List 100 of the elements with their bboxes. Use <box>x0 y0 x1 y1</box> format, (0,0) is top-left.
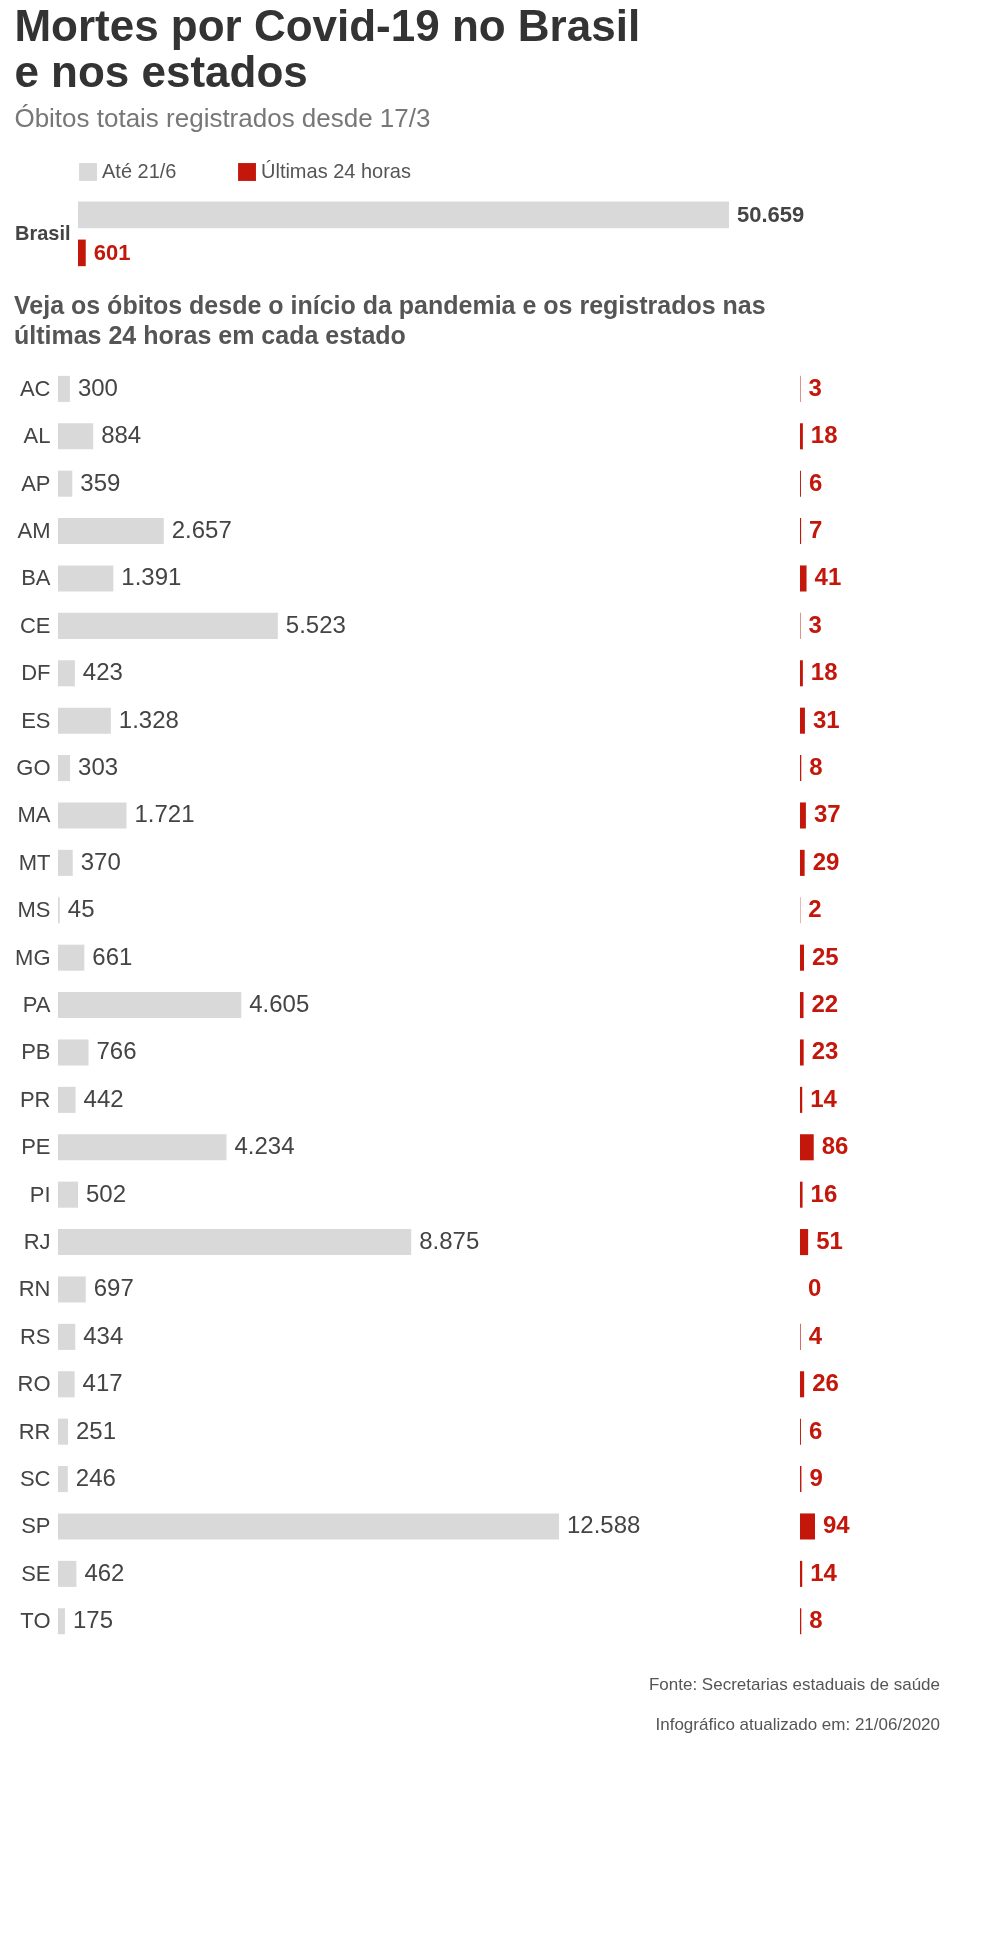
bar <box>800 1371 805 1398</box>
data-label: 94 <box>823 1511 851 1539</box>
bar <box>800 707 805 734</box>
data-label: 246 <box>75 1463 116 1491</box>
data-label: 5.523 <box>285 610 346 638</box>
y-tick-label: AC <box>19 375 51 401</box>
data-label: 3 <box>808 373 822 401</box>
data-label: 45 <box>67 895 95 923</box>
bar <box>58 1608 65 1635</box>
legend-label: Últimas 24 horas <box>261 159 411 182</box>
data-label: 31 <box>812 705 840 733</box>
bar <box>58 1465 68 1492</box>
data-label: 601 <box>93 239 131 265</box>
data-label: 2.657 <box>171 515 232 543</box>
data-label: 9 <box>809 1463 823 1491</box>
data-label: 6 <box>808 1416 823 1444</box>
y-tick-label: PI <box>29 1181 51 1207</box>
data-label: 4.234 <box>234 1132 295 1160</box>
data-label: 884 <box>101 421 142 449</box>
data-label: 50.659 <box>736 201 805 227</box>
data-label: 18 <box>810 421 838 449</box>
data-label: 661 <box>92 942 133 970</box>
y-tick-label: PE <box>21 1134 51 1160</box>
bar <box>58 1086 76 1113</box>
data-label: 14 <box>810 1558 838 1586</box>
bar <box>800 1228 809 1255</box>
bar <box>800 849 805 876</box>
data-label: 18 <box>810 658 838 686</box>
data-label: 26 <box>812 1369 839 1397</box>
y-tick-label: RO <box>17 1371 51 1397</box>
bar <box>800 1181 803 1208</box>
bar <box>58 517 164 544</box>
bar <box>800 660 803 687</box>
y-tick-label: BA <box>21 565 51 591</box>
data-label: 175 <box>72 1606 113 1634</box>
chart-title: Mortes por Covid-19 no Brasil e nos estados <box>14 1 641 96</box>
bar <box>58 1323 76 1350</box>
chart-title: Veja os óbitos desde o início da pandemia e os registrados nas últimas 24 horas em cada estado <box>14 289 767 350</box>
y-tick-label: CE <box>19 612 51 638</box>
y-tick-label: RS <box>19 1323 51 1349</box>
y-tick-label: GO <box>16 754 51 780</box>
bar <box>58 612 278 639</box>
data-label: 3 <box>808 610 822 638</box>
data-label: 12.588 <box>567 1511 641 1539</box>
y-tick-label: SE <box>21 1560 51 1586</box>
source-note: Fonte: Secretarias estaduais de saúde <box>647 1673 941 1696</box>
data-label: 4 <box>808 1321 823 1349</box>
data-label: 370 <box>80 847 121 875</box>
y-tick-label: SP <box>21 1513 51 1539</box>
data-label: 4.605 <box>249 989 310 1017</box>
bar <box>800 1039 804 1066</box>
y-tick-label: RR <box>18 1418 51 1444</box>
bar <box>58 565 114 592</box>
y-tick-label: RN <box>18 1276 51 1302</box>
data-label: 2 <box>808 895 822 923</box>
bar <box>58 1418 68 1445</box>
data-label: 41 <box>814 563 842 591</box>
data-label: 1.391 <box>121 563 182 591</box>
data-label: 22 <box>811 989 839 1017</box>
y-tick-label: RJ <box>23 1228 51 1254</box>
data-label: 23 <box>811 1037 839 1065</box>
bar <box>58 1039 89 1066</box>
y-tick-label: AL <box>23 423 51 449</box>
data-label: 1.721 <box>134 800 195 828</box>
y-tick-label: MA <box>17 802 51 828</box>
bar <box>800 802 806 829</box>
data-label: 16 <box>810 1179 838 1207</box>
bar <box>800 991 804 1018</box>
bar <box>58 1228 412 1255</box>
bar <box>58 849 73 876</box>
y-tick-label: Brasil <box>14 221 71 244</box>
data-label: 423 <box>82 658 123 686</box>
bar <box>58 1134 227 1161</box>
y-tick-label: AP <box>21 470 51 496</box>
data-label: 0 <box>808 1274 822 1302</box>
bar <box>58 1181 78 1208</box>
y-tick-label: TO <box>20 1608 51 1634</box>
bar <box>58 1513 559 1540</box>
bar <box>58 1560 77 1587</box>
data-label: 300 <box>77 373 118 401</box>
data-label: 442 <box>83 1084 124 1112</box>
bar <box>58 660 75 687</box>
data-label: 29 <box>812 847 840 875</box>
data-label: 251 <box>75 1416 117 1444</box>
data-label: 8 <box>809 752 823 780</box>
data-label: 1.328 <box>118 705 179 733</box>
bar <box>58 1371 75 1398</box>
data-label: 417 <box>82 1369 123 1397</box>
data-label: 8.875 <box>419 1226 480 1254</box>
bar <box>800 1134 814 1161</box>
bar <box>58 423 94 450</box>
data-label: 303 <box>78 752 119 780</box>
data-label: 359 <box>80 468 121 496</box>
text: Infográfico atualizado em: 21/06/2020 <box>654 1713 941 1736</box>
bar <box>800 944 804 971</box>
bar <box>800 423 803 450</box>
legend-label: Até 21/6 <box>102 159 177 182</box>
y-tick-label: ES <box>21 707 51 733</box>
y-tick-label: PB <box>21 1039 51 1065</box>
data-label: 697 <box>93 1274 134 1302</box>
